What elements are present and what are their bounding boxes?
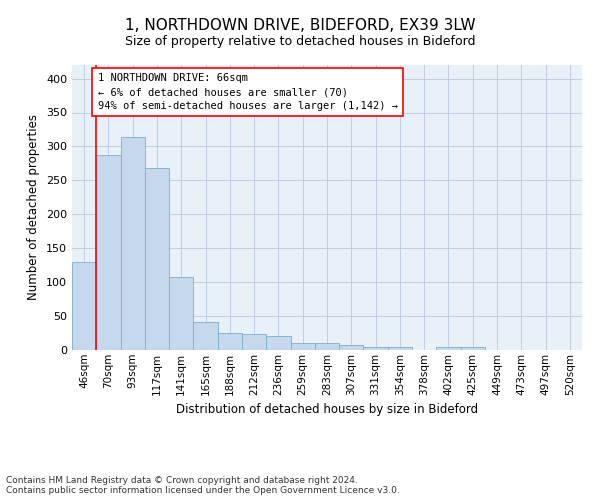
Text: Size of property relative to detached houses in Bideford: Size of property relative to detached ho… (125, 35, 475, 48)
Bar (461, 348, 485, 350)
Bar (121, 137, 145, 350)
Bar (193, 322, 218, 350)
Bar (96, 155, 121, 350)
Bar (145, 168, 169, 350)
Y-axis label: Number of detached properties: Number of detached properties (28, 114, 40, 300)
Bar (266, 336, 290, 350)
Bar (364, 346, 388, 350)
Bar (388, 348, 412, 350)
Text: 1, NORTHDOWN DRIVE, BIDEFORD, EX39 3LW: 1, NORTHDOWN DRIVE, BIDEFORD, EX39 3LW (125, 18, 475, 32)
Text: 1 NORTHDOWN DRIVE: 66sqm
← 6% of detached houses are smaller (70)
94% of semi-de: 1 NORTHDOWN DRIVE: 66sqm ← 6% of detache… (97, 73, 398, 111)
Bar (242, 334, 266, 350)
Bar (339, 344, 364, 350)
Bar (72, 262, 96, 350)
Bar (290, 342, 315, 350)
Bar (169, 276, 193, 350)
Bar (218, 333, 242, 350)
Bar (315, 343, 339, 350)
Text: Contains HM Land Registry data © Crown copyright and database right 2024.
Contai: Contains HM Land Registry data © Crown c… (6, 476, 400, 495)
Bar (436, 348, 461, 350)
X-axis label: Distribution of detached houses by size in Bideford: Distribution of detached houses by size … (176, 403, 478, 416)
